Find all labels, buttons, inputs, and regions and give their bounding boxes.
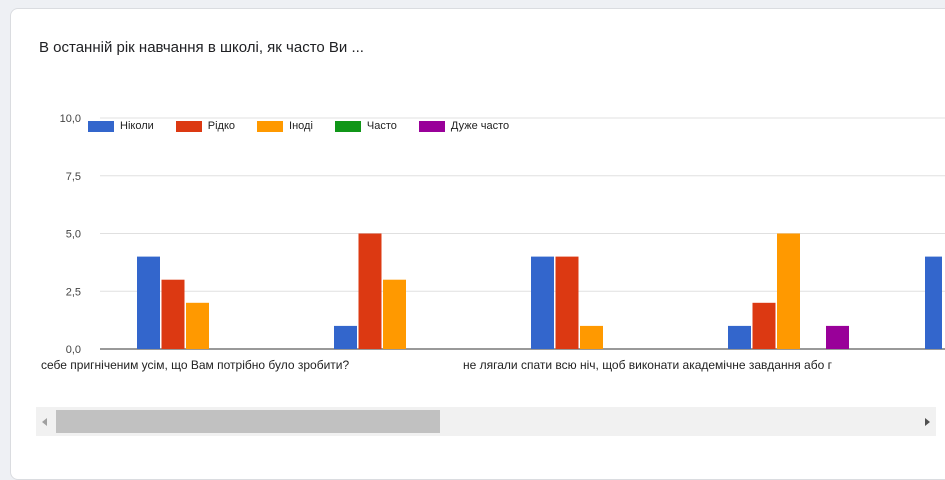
legend-entry: Ніколи bbox=[88, 120, 154, 132]
x-category-label: не лягали спати всю ніч, щоб виконати ак… bbox=[463, 358, 833, 372]
bar bbox=[777, 233, 800, 349]
legend-label: Рідко bbox=[207, 120, 236, 132]
scrollbar-thumb[interactable] bbox=[56, 410, 440, 433]
bar bbox=[186, 302, 209, 349]
legend-entry: Дуже часто bbox=[418, 120, 510, 132]
bar bbox=[161, 279, 185, 349]
legend-label: Часто bbox=[366, 120, 397, 132]
y-tick-label: 2,5 bbox=[66, 286, 81, 298]
y-tick-label: 7,5 bbox=[66, 171, 81, 183]
bar-chart: 0,0 2,5 5,0 7,5 10,0 себе пригніченим усім, щ… bbox=[41, 113, 945, 372]
y-tick-label: 10,0 bbox=[60, 113, 81, 125]
x-category-label: себе пригніченим усім, що Вам потрібно б… bbox=[41, 358, 349, 372]
chart-title: В останній рік навчання в школі, як част… bbox=[39, 39, 364, 56]
horizontal-scrollbar[interactable] bbox=[36, 407, 936, 436]
bar bbox=[925, 256, 942, 349]
y-tick-label: 5,0 bbox=[66, 229, 81, 241]
legend-label: Дуже часто bbox=[450, 120, 510, 132]
legend-swatch bbox=[88, 120, 114, 132]
legend-entry: Рідко bbox=[175, 120, 236, 132]
legend-label: Ніколи bbox=[120, 120, 154, 132]
bar bbox=[383, 279, 406, 349]
bar bbox=[334, 325, 357, 349]
scroll-left-button[interactable] bbox=[36, 407, 54, 436]
legend-entry: Часто bbox=[334, 120, 397, 132]
triangle-right-icon bbox=[925, 417, 930, 426]
legend-label: Іноді bbox=[289, 120, 313, 132]
legend-swatch bbox=[257, 120, 284, 132]
bar bbox=[358, 233, 382, 349]
legend-swatch bbox=[175, 120, 202, 132]
bar bbox=[728, 325, 751, 349]
y-tick-label: 0,0 bbox=[66, 344, 81, 356]
bar bbox=[826, 325, 849, 349]
bar bbox=[752, 302, 776, 349]
legend-swatch bbox=[418, 120, 445, 132]
bar bbox=[531, 256, 554, 349]
bar bbox=[580, 325, 603, 349]
triangle-left-icon bbox=[42, 417, 47, 426]
chart-legend: Ніколи Рідко Іноді Часто Дуже часто bbox=[88, 117, 531, 135]
legend-entry: Іноді bbox=[257, 120, 313, 132]
bar bbox=[137, 256, 160, 349]
scroll-right-button[interactable] bbox=[918, 407, 936, 436]
bar bbox=[555, 256, 579, 349]
legend-swatch bbox=[334, 120, 361, 132]
